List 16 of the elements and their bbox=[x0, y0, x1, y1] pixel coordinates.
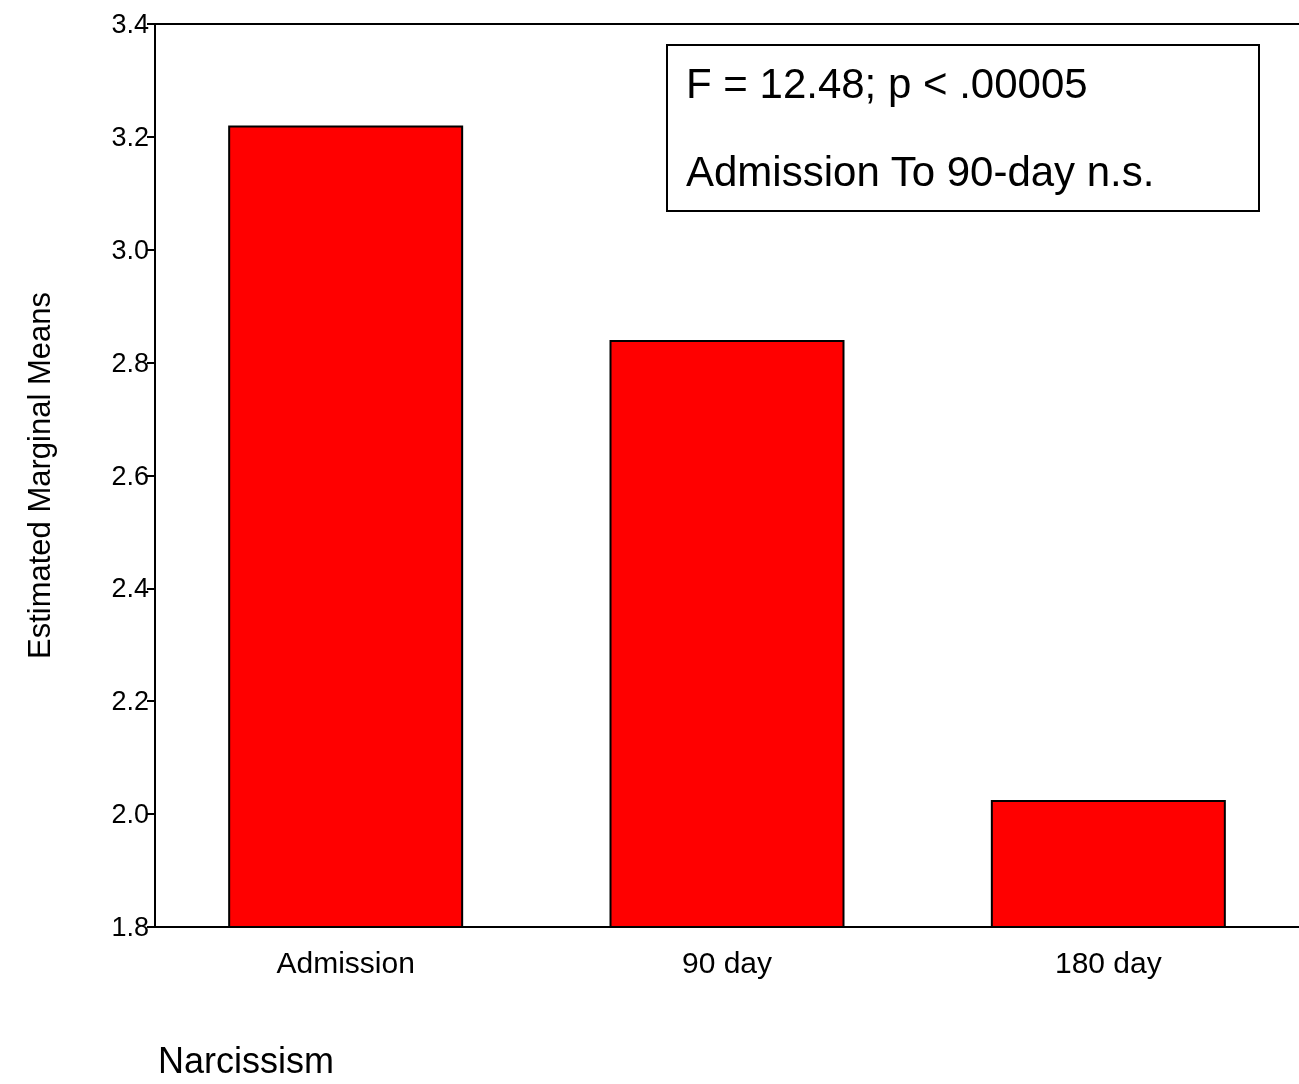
x-axis-title: Narcissism bbox=[158, 1039, 334, 1081]
y-tick-label: 2.8 bbox=[111, 347, 149, 378]
annotation: Admission To 90-day n.s. bbox=[686, 147, 1155, 195]
y-tick-label: 2.6 bbox=[111, 460, 149, 491]
y-tick-label: 2.0 bbox=[111, 799, 149, 830]
x-tick-label: Admission bbox=[276, 945, 415, 979]
x-tick-label: 90 day bbox=[681, 945, 773, 979]
y-tick-label: 2.2 bbox=[111, 686, 149, 717]
y-tick-label: 2.4 bbox=[111, 573, 149, 604]
x-tick-label: 180 day bbox=[1054, 945, 1162, 979]
y-tick-label: 3.2 bbox=[111, 121, 149, 152]
y-tick-label: 3.0 bbox=[111, 234, 149, 265]
y-tick-label: 1.8 bbox=[111, 912, 149, 942]
y-tick-label: 3.4 bbox=[111, 9, 149, 39]
y-axis-title: Estimated Marginal Means bbox=[22, 292, 57, 659]
annotation: F = 12.48; p < .00005 bbox=[686, 59, 1088, 107]
